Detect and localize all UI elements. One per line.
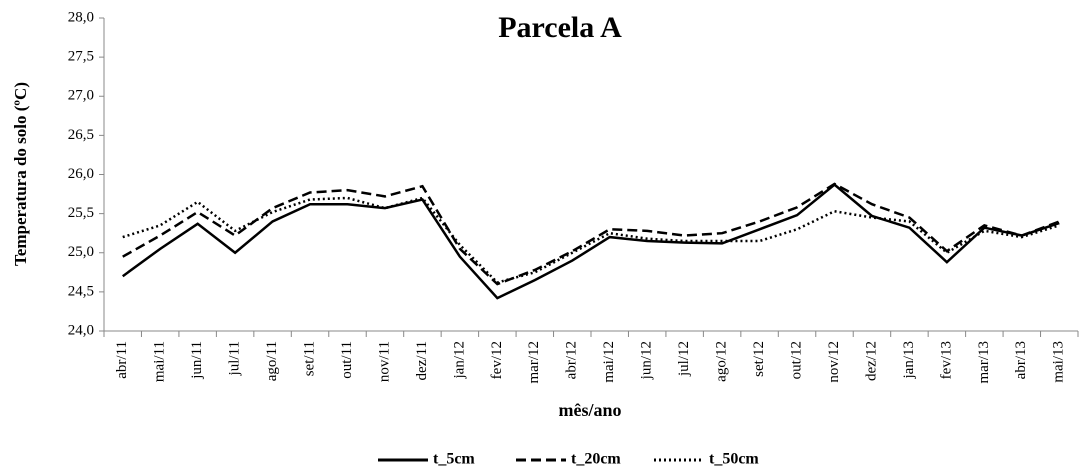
y-tick-label: 26,0 — [68, 166, 94, 182]
x-tick-label: jan/12 — [451, 341, 467, 380]
x-tick-label: out/12 — [788, 341, 804, 379]
x-tick-label: dez/12 — [863, 341, 879, 381]
x-tick-label: fev/12 — [489, 341, 505, 379]
y-tick-label: 24,5 — [68, 283, 94, 299]
x-tick-label: set/11 — [301, 341, 317, 376]
x-tick-label: jul/11 — [227, 341, 243, 376]
x-tick-label: fev/13 — [938, 341, 954, 379]
y-tick-label: 27,5 — [68, 49, 94, 65]
x-tick-label: abr/12 — [564, 341, 580, 379]
x-tick-label: jan/13 — [901, 341, 917, 380]
x-axis-label: mês/ano — [559, 400, 622, 420]
x-tick-label: mai/13 — [1051, 341, 1067, 383]
y-tick-label: 27,0 — [68, 88, 94, 104]
legend-label: t_50cm — [709, 451, 759, 468]
series-line — [121, 183, 1060, 300]
legend-label: t_20cm — [571, 451, 621, 468]
x-tick-label: jun/11 — [189, 341, 205, 380]
x-tick-label: out/11 — [339, 341, 355, 379]
x-tick-label: ago/11 — [264, 341, 280, 381]
x-tick-label: jun/12 — [639, 341, 655, 380]
y-tick-label: 26,5 — [68, 127, 94, 143]
x-tick-label: nov/12 — [826, 341, 842, 383]
x-tick-label: mai/11 — [152, 341, 168, 382]
x-tick-label: ago/12 — [714, 341, 730, 382]
x-tick-label: jul/12 — [676, 341, 692, 377]
chart-title: Parcela A — [498, 11, 622, 44]
x-tick-label: dez/11 — [414, 341, 430, 380]
x-tick-label: set/12 — [751, 341, 767, 377]
y-tick-label: 24,0 — [68, 322, 94, 338]
x-tick-label: nov/11 — [376, 341, 392, 382]
y-tick-label: 28,0 — [68, 9, 94, 25]
legend-label: t_5cm — [433, 451, 475, 468]
x-tick-label: abr/13 — [1013, 341, 1029, 379]
y-axis-label: Temperatura do solo (ºC) — [11, 82, 30, 266]
x-tick-label: mai/12 — [601, 341, 617, 383]
x-tick-label: mar/13 — [976, 341, 992, 384]
y-tick-label: 25,5 — [68, 205, 94, 221]
series-line — [122, 182, 1060, 286]
x-tick-label: mar/12 — [526, 341, 542, 384]
y-tick-label: 25,0 — [68, 244, 94, 260]
x-tick-label: abr/11 — [114, 341, 130, 379]
